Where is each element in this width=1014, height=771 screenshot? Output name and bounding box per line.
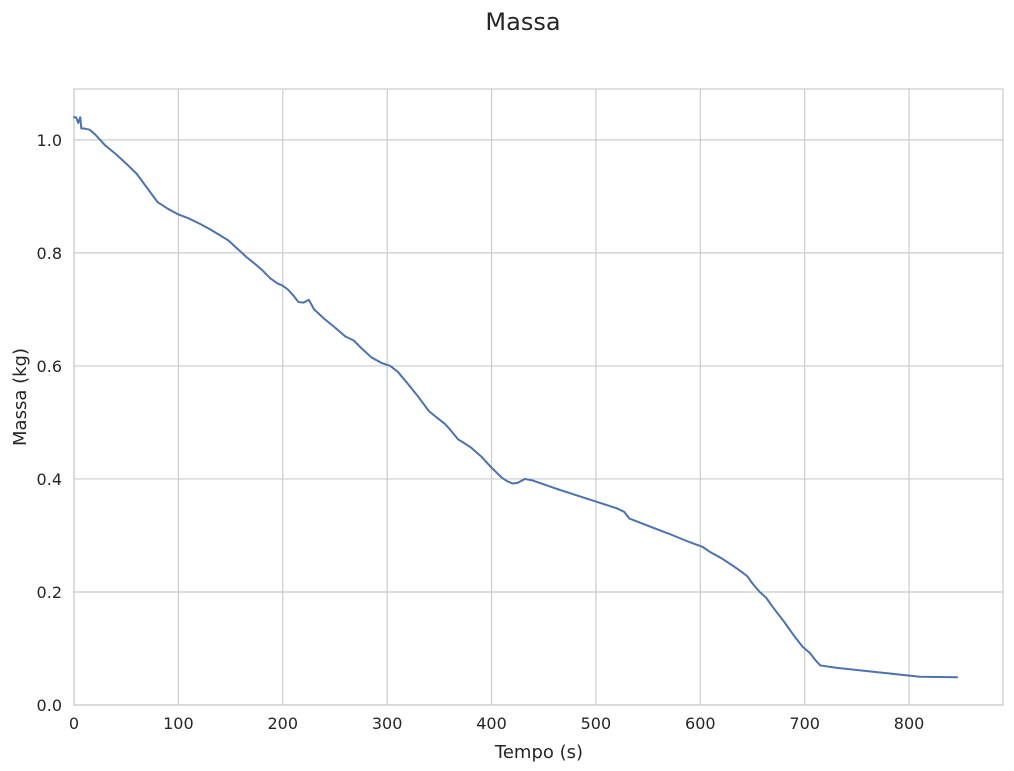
y-tick-label: 0.4 <box>37 470 62 489</box>
x-tick-label: 0 <box>69 714 79 733</box>
y-tick-label: 0.6 <box>37 357 62 376</box>
x-tick-label: 800 <box>894 714 925 733</box>
series-line-0 <box>73 116 959 679</box>
grid-lines <box>73 89 1003 706</box>
x-tick-label: 600 <box>685 714 716 733</box>
x-tick-label: 700 <box>789 714 820 733</box>
y-tick-label: 0.2 <box>37 583 62 602</box>
y-tick-label: 1.0 <box>37 131 62 150</box>
x-tick-label: 400 <box>476 714 507 733</box>
y-axis-label: Massa (kg) <box>10 348 31 446</box>
x-axis-label: Tempo (s) <box>494 742 583 763</box>
x-tick-label: 200 <box>267 714 298 733</box>
x-tick-labels: 0 100 200 300 400 500 600 700 800 <box>69 714 924 733</box>
chart-title: Massa <box>485 8 560 36</box>
plot-frame <box>73 88 1004 706</box>
series-layer <box>73 116 959 679</box>
y-tick-label: 0.8 <box>37 244 62 263</box>
y-tick-labels: 0.0 0.2 0.4 0.6 0.8 1.0 <box>37 131 62 715</box>
x-tick-label: 100 <box>163 714 194 733</box>
x-tick-label: 500 <box>581 714 612 733</box>
y-tick-label: 0.0 <box>37 696 62 715</box>
x-tick-label: 300 <box>372 714 403 733</box>
